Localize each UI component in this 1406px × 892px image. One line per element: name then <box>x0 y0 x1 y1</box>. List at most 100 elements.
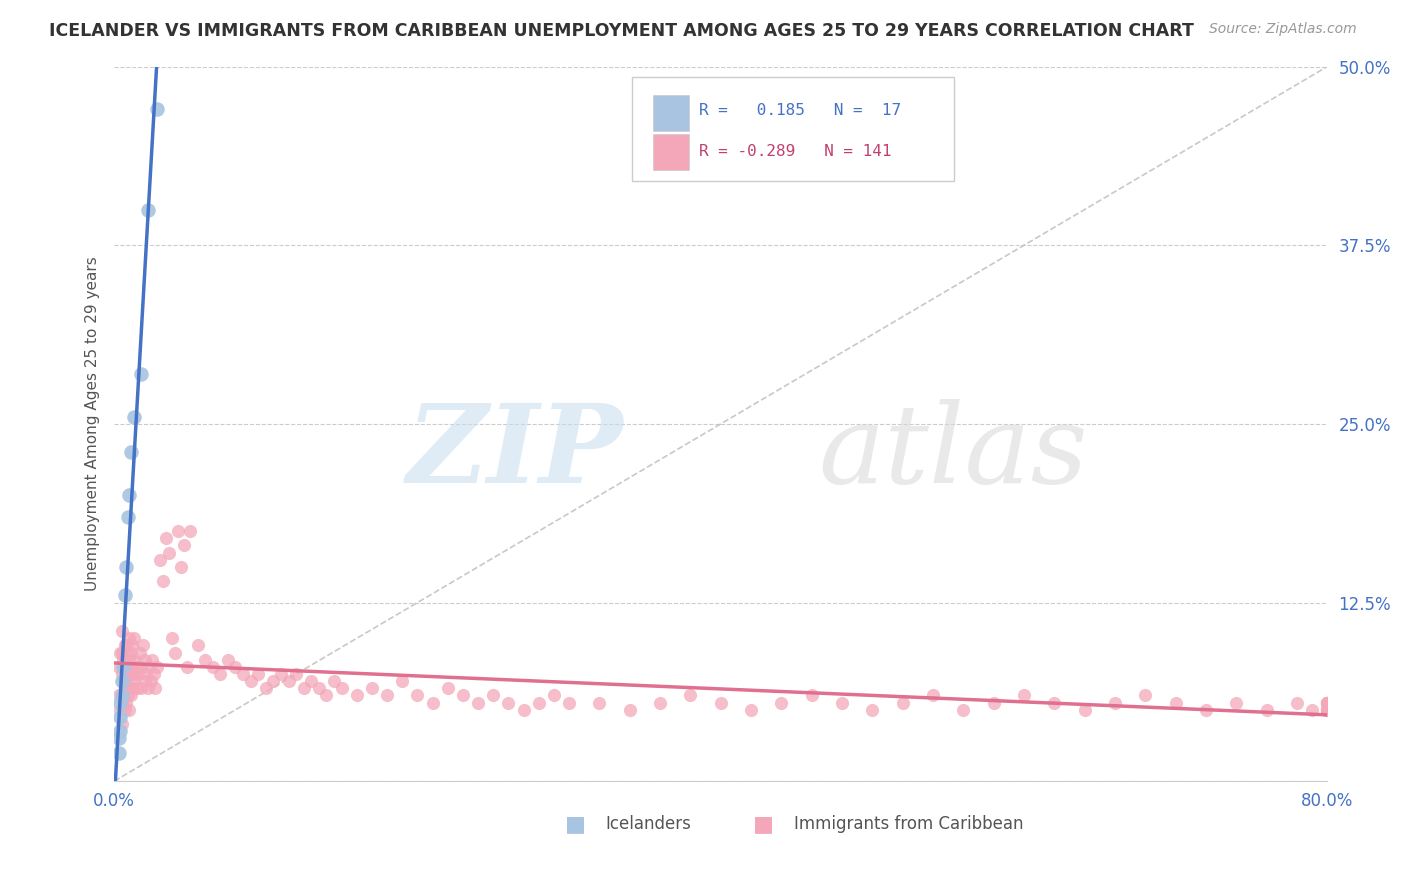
Point <box>145 660 167 674</box>
Point <box>1195 703 1218 717</box>
Point <box>125 660 148 674</box>
Point <box>129 646 152 660</box>
Point <box>176 660 198 674</box>
Point <box>983 696 1005 710</box>
Point <box>134 674 156 689</box>
Point <box>121 639 143 653</box>
Point <box>107 689 129 703</box>
Point <box>1316 703 1339 717</box>
Point <box>451 689 474 703</box>
Point <box>118 488 141 502</box>
Point <box>648 696 671 710</box>
Point <box>134 653 156 667</box>
Text: R = -0.289   N = 141: R = -0.289 N = 141 <box>699 145 891 159</box>
Point <box>121 660 143 674</box>
Point <box>277 674 299 689</box>
Point <box>138 660 160 674</box>
Point <box>1316 696 1339 710</box>
Point <box>1316 703 1339 717</box>
Point <box>436 681 458 696</box>
Point <box>891 696 914 710</box>
Point <box>1225 696 1247 710</box>
Point <box>232 667 254 681</box>
Point <box>1073 703 1095 717</box>
Point <box>1316 703 1339 717</box>
Point <box>118 703 141 717</box>
Point <box>115 677 138 691</box>
Point <box>217 653 239 667</box>
Point <box>1043 696 1066 710</box>
Point <box>110 646 132 660</box>
Point <box>112 653 135 667</box>
Point <box>831 696 853 710</box>
Point <box>558 696 581 710</box>
Point <box>679 689 702 703</box>
Point <box>173 538 195 552</box>
Point <box>122 653 145 667</box>
Point <box>160 632 183 646</box>
Point <box>118 667 141 681</box>
Point <box>117 509 139 524</box>
Point <box>1316 703 1339 717</box>
Point <box>111 674 134 689</box>
Point <box>239 674 262 689</box>
FancyBboxPatch shape <box>633 78 953 181</box>
Point <box>1012 689 1035 703</box>
Point <box>117 667 139 681</box>
Point <box>1256 703 1278 717</box>
Point <box>330 681 353 696</box>
Point <box>107 660 129 674</box>
Point <box>114 703 136 717</box>
Point <box>124 667 146 681</box>
Point <box>1164 696 1187 710</box>
Text: Immigrants from Caribbean: Immigrants from Caribbean <box>793 815 1024 833</box>
Point <box>122 632 145 646</box>
Point <box>111 624 134 639</box>
Point <box>112 696 135 710</box>
Point <box>1135 689 1157 703</box>
Point <box>170 559 193 574</box>
Point <box>1316 696 1339 710</box>
Text: atlas: atlas <box>818 399 1087 507</box>
Point <box>110 710 132 724</box>
FancyBboxPatch shape <box>652 135 689 170</box>
Point <box>118 681 141 696</box>
Text: ICELANDER VS IMMIGRANTS FROM CARIBBEAN UNEMPLOYMENT AMONG AGES 25 TO 29 YEARS CO: ICELANDER VS IMMIGRANTS FROM CARIBBEAN U… <box>49 22 1194 40</box>
Point <box>121 681 143 696</box>
Text: Icelanders: Icelanders <box>606 815 692 833</box>
Point <box>120 689 142 703</box>
Point <box>120 667 142 681</box>
Point <box>114 681 136 696</box>
Point <box>115 559 138 574</box>
Point <box>117 646 139 660</box>
Text: Source: ZipAtlas.com: Source: ZipAtlas.com <box>1209 22 1357 37</box>
Point <box>299 674 322 689</box>
Point <box>135 667 157 681</box>
Point <box>482 689 505 703</box>
Point <box>285 667 308 681</box>
Point <box>131 660 153 674</box>
Point <box>209 667 232 681</box>
Point <box>145 103 167 117</box>
Point <box>120 646 142 660</box>
Point <box>391 674 413 689</box>
Point <box>422 696 444 710</box>
Point <box>1316 696 1339 710</box>
Point <box>224 660 246 674</box>
Point <box>194 653 217 667</box>
Point <box>187 639 209 653</box>
Point <box>111 717 134 731</box>
Point <box>114 660 136 674</box>
Point <box>740 703 762 717</box>
Point <box>117 689 139 703</box>
Point <box>167 524 190 538</box>
Text: ■: ■ <box>752 814 773 834</box>
Point <box>112 674 135 689</box>
Point <box>114 588 136 602</box>
Point <box>131 681 153 696</box>
Point <box>710 696 733 710</box>
Point <box>152 574 174 588</box>
Point <box>111 646 134 660</box>
Point <box>323 674 346 689</box>
Point <box>770 696 793 710</box>
